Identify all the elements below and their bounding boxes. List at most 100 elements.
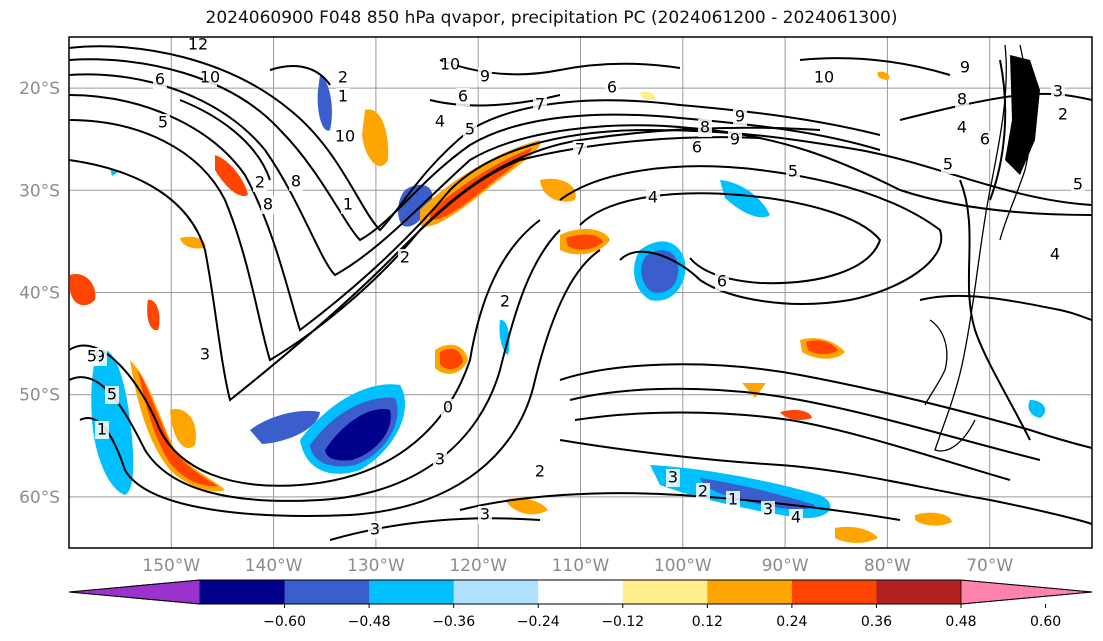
contour-label: 12 — [188, 35, 208, 54]
contour-label: 5 — [87, 347, 97, 366]
contour-label: 5 — [788, 162, 798, 181]
contour-label-bg — [605, 79, 619, 97]
lon-tick-label: 90°W — [762, 556, 809, 576]
contour-label-bg — [95, 421, 109, 439]
colorbar — [68, 579, 1093, 605]
colorbar-tick-label: −0.60 — [263, 614, 306, 630]
contour-label: 3 — [480, 505, 490, 524]
contour-label-bg — [498, 293, 512, 311]
contour-label-bg — [398, 249, 412, 267]
contour-label: 6 — [692, 138, 702, 157]
colorbar-tick-label: −0.24 — [517, 614, 560, 630]
contour-label-bg — [533, 96, 547, 114]
contour-label: 4 — [435, 112, 445, 131]
contour-label: 4 — [957, 118, 967, 137]
lat-tick-label: 50°S — [19, 386, 60, 406]
contour-label-bg — [443, 56, 457, 74]
contour-label-bg — [153, 71, 167, 89]
contour-label: 9 — [480, 67, 490, 86]
contour-label: 5 — [1073, 175, 1083, 194]
colorbar-segment — [791, 580, 877, 604]
lon-tick-label: 150°W — [142, 556, 200, 576]
contour-label-bg — [85, 348, 99, 366]
contour-label-bg — [203, 69, 217, 87]
contour-label: 10 — [200, 68, 220, 87]
contour-label: 4 — [1050, 245, 1060, 264]
contour-label: 10 — [814, 68, 834, 87]
colorbar-tick-label: −0.48 — [348, 614, 391, 630]
contour-label-bg — [433, 113, 447, 131]
latitude-labels: 20°S 30°S 40°S 50°S 60°S — [19, 79, 60, 508]
colorbar-tick-label: −0.12 — [601, 614, 644, 630]
lon-tick-label: 140°W — [245, 556, 303, 576]
lon-tick-label: 80°W — [864, 556, 911, 576]
lon-tick-label: 110°W — [552, 556, 610, 576]
colorbar-tick-label: 0.24 — [776, 614, 807, 630]
contour-label-bg — [478, 506, 492, 524]
contour-label: 1 — [728, 490, 738, 509]
colorbar-extend-min — [68, 579, 201, 605]
lat-tick-label: 60°S — [19, 488, 60, 508]
contour-label: 3 — [668, 468, 678, 487]
colorbar-segment — [622, 580, 708, 604]
contour-label: 6 — [607, 78, 617, 97]
contour-label-bg — [1071, 176, 1085, 194]
contour-label-bg — [478, 68, 492, 86]
contour-label: 2 — [338, 68, 348, 87]
colorbar-segment — [453, 580, 539, 604]
contour-label-bg — [690, 139, 704, 157]
contour-label: 4 — [791, 508, 801, 527]
contour-label: 8 — [291, 172, 301, 191]
contour-label: 4 — [648, 188, 658, 207]
contour-label: 9 — [730, 130, 740, 149]
contour-label-bg — [958, 59, 972, 77]
contour-label: 3 — [200, 345, 210, 364]
contour-label-bg — [761, 501, 775, 519]
contour-label-bg — [533, 463, 547, 481]
contour-label-bg — [786, 163, 800, 181]
contour-label-bg — [696, 483, 710, 501]
contour-label: 2 — [1058, 105, 1068, 124]
contour-label: 3 — [435, 450, 445, 469]
contour-label: 1 — [97, 420, 107, 439]
contour-label-bg — [463, 121, 477, 139]
contour-label: 2 — [698, 482, 708, 501]
contour-label-bg — [433, 451, 447, 469]
contour-label-bg — [253, 174, 267, 192]
contour-label-bg — [728, 131, 742, 149]
dense-contour-cluster — [1005, 55, 1040, 175]
colorbar-tick-label: 0.12 — [692, 614, 723, 630]
contour-label-bg — [715, 273, 729, 291]
contour-label-bg — [191, 37, 205, 54]
contour-label: 6 — [458, 87, 468, 106]
contour-label: 5 — [158, 113, 168, 132]
colorbar-segment — [538, 580, 624, 604]
contour-label: 6 — [980, 130, 990, 149]
colorbar-tick-labels: −0.60 −0.48 −0.36 −0.24 −0.12 0.12 0.24 0.36 0.4… — [263, 604, 1061, 630]
longitude-labels: 150°W 140°W 130°W 120°W 110°W 100°W 90°W 80°W 70… — [142, 556, 1013, 576]
contour-label: 2 — [535, 462, 545, 481]
lon-tick-label: 120°W — [449, 556, 507, 576]
contour-label-bg — [368, 521, 382, 539]
colorbar-extend-max — [960, 579, 1093, 605]
contour-label-bg — [726, 491, 740, 509]
contour-label: 1 — [338, 87, 348, 106]
colorbar-tick-label: 0.48 — [945, 614, 976, 630]
contour-label-bg — [666, 469, 680, 487]
contour-label-bg — [198, 346, 212, 364]
contour-label: 7 — [575, 140, 585, 159]
contour-label-bg — [336, 69, 350, 87]
contour-label-bg — [978, 131, 992, 149]
contour-label: 8 — [957, 90, 967, 109]
contour-label: 10 — [440, 55, 460, 74]
lon-tick-label: 100°W — [654, 556, 712, 576]
contour-label-bg — [1051, 83, 1065, 101]
colorbar-segment — [369, 580, 455, 604]
contour-label-bg — [456, 88, 470, 106]
contour-label-bg — [955, 119, 969, 137]
contour-label-bg — [441, 399, 455, 417]
contour-label: 5 — [465, 120, 475, 139]
contour-label: 2 — [255, 173, 265, 192]
contour-label: 9 — [960, 58, 970, 77]
